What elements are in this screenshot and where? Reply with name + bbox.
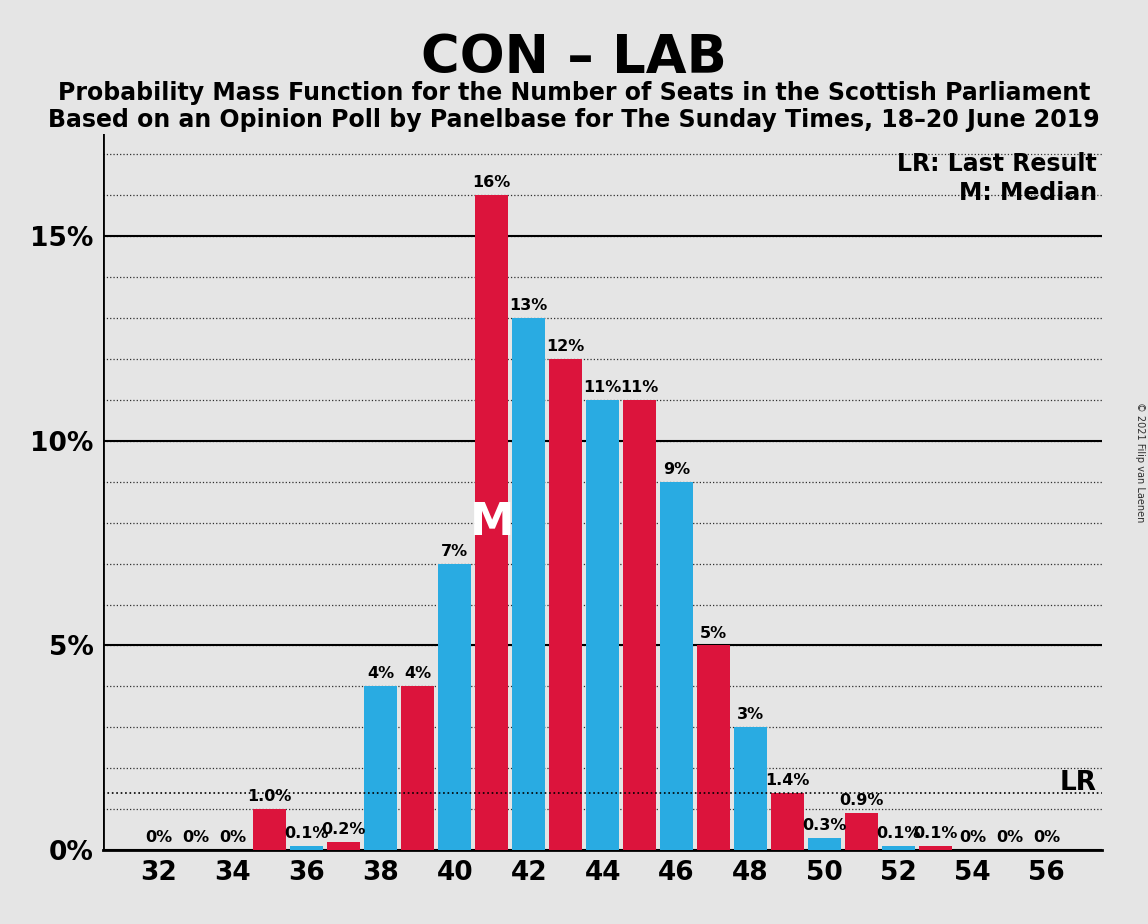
Bar [845, 813, 878, 850]
Bar [660, 481, 693, 850]
Bar [549, 359, 582, 850]
Bar [512, 318, 545, 850]
Text: 4%: 4% [404, 666, 432, 682]
Bar [623, 400, 657, 850]
Text: 9%: 9% [664, 462, 690, 477]
Bar [475, 195, 509, 850]
Text: 12%: 12% [546, 339, 584, 354]
Text: 0%: 0% [959, 830, 986, 845]
Text: 16%: 16% [473, 176, 511, 190]
Bar [585, 400, 619, 850]
Bar [771, 793, 805, 850]
Text: CON – LAB: CON – LAB [421, 32, 727, 84]
Text: LR: Last Result: LR: Last Result [898, 152, 1097, 176]
Text: 4%: 4% [367, 666, 394, 682]
Text: 0%: 0% [183, 830, 209, 845]
Text: M: M [470, 501, 514, 544]
Text: 0%: 0% [1033, 830, 1060, 845]
Text: 0%: 0% [146, 830, 172, 845]
Text: 0.1%: 0.1% [285, 826, 329, 841]
Text: 0.3%: 0.3% [802, 818, 847, 833]
Bar [290, 846, 324, 850]
Bar [439, 564, 472, 850]
Text: 11%: 11% [621, 380, 659, 395]
Text: 3%: 3% [737, 708, 765, 723]
Bar [808, 838, 841, 850]
Text: 5%: 5% [700, 626, 727, 640]
Text: 7%: 7% [441, 543, 468, 559]
Bar [253, 809, 286, 850]
Text: M: Median: M: Median [959, 180, 1097, 204]
Bar [734, 727, 767, 850]
Text: © 2021 Filip van Laenen: © 2021 Filip van Laenen [1135, 402, 1145, 522]
Bar [401, 687, 434, 850]
Bar [697, 646, 730, 850]
Text: 1.0%: 1.0% [248, 789, 292, 804]
Text: 0.9%: 0.9% [839, 794, 884, 808]
Text: 0%: 0% [996, 830, 1023, 845]
Text: 1.4%: 1.4% [766, 772, 809, 788]
Bar [364, 687, 397, 850]
Text: 13%: 13% [510, 298, 548, 313]
Text: 0.2%: 0.2% [321, 822, 366, 837]
Text: Probability Mass Function for the Number of Seats in the Scottish Parliament: Probability Mass Function for the Number… [57, 81, 1091, 105]
Text: 0.1%: 0.1% [876, 826, 921, 841]
Bar [918, 846, 952, 850]
Text: 11%: 11% [583, 380, 622, 395]
Text: LR: LR [1060, 770, 1097, 796]
Bar [327, 842, 360, 850]
Text: Based on an Opinion Poll by Panelbase for The Sunday Times, 18–20 June 2019: Based on an Opinion Poll by Panelbase fo… [48, 108, 1100, 132]
Text: 0%: 0% [219, 830, 247, 845]
Text: 0.1%: 0.1% [914, 826, 957, 841]
Bar [882, 846, 915, 850]
